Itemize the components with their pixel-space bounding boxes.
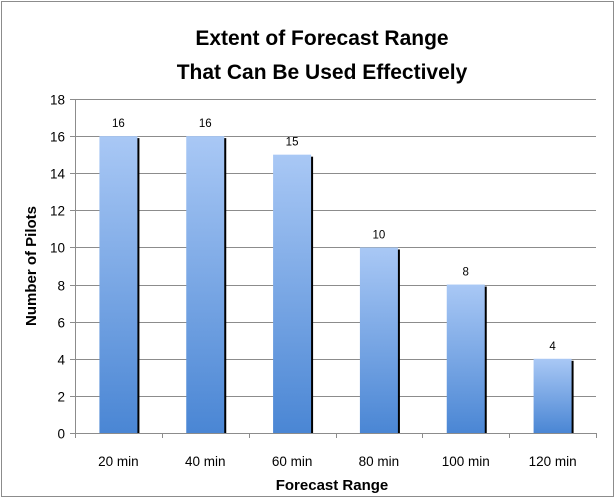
y-tick-label: 8 [57, 279, 65, 294]
y-tick-label: 6 [57, 316, 65, 331]
x-tick-label: 40 min [185, 454, 226, 469]
bar [273, 154, 312, 433]
bar [186, 136, 225, 433]
bar-data-label: 16 [112, 118, 125, 130]
bar-shadow [570, 360, 574, 433]
y-tick-label: 2 [57, 390, 65, 405]
bar-data-label: 4 [549, 341, 556, 353]
bar-shadow [396, 249, 400, 433]
y-tick-label: 0 [57, 427, 65, 442]
y-tick-label: 14 [50, 167, 66, 182]
y-tick-label: 10 [50, 241, 65, 256]
bar-data-label: 15 [286, 137, 299, 149]
y-tick-label: 4 [57, 353, 65, 368]
bar-data-label: 8 [463, 267, 469, 279]
axes [70, 99, 597, 438]
bar [359, 247, 398, 433]
chart-title-line-1: Extent of Forecast Range [195, 27, 448, 50]
bar-data-label: 16 [199, 118, 212, 130]
y-tick-label: 12 [50, 204, 65, 219]
x-tick-label: 60 min [272, 454, 313, 469]
bar-shadow [310, 156, 314, 433]
bar-shadow [483, 286, 487, 433]
gridlines [75, 99, 596, 397]
labels: 0 2 4 6 8 10 12 14 16 18 16 20 min 16 40 min 15 60 min 1… [50, 93, 577, 470]
x-tick-label: 80 min [359, 454, 400, 469]
y-tick-label: 16 [50, 130, 65, 145]
bars [99, 136, 574, 433]
bar [533, 358, 572, 433]
x-axis-title: Forecast Range [276, 477, 389, 494]
bar-shadow [136, 138, 140, 433]
bar [446, 284, 485, 433]
bar [99, 136, 138, 433]
bar-data-label: 10 [373, 229, 386, 241]
x-tick-label: 20 min [98, 454, 139, 469]
x-tick-label: 120 min [529, 454, 577, 469]
bar-shadow [223, 138, 227, 433]
y-tick-label: 18 [50, 93, 65, 108]
y-axis-title: Number of Pilots [23, 206, 40, 326]
x-tick-label: 100 min [442, 454, 490, 469]
chart-title-line-2: That Can Be Used Effectively [177, 61, 468, 84]
